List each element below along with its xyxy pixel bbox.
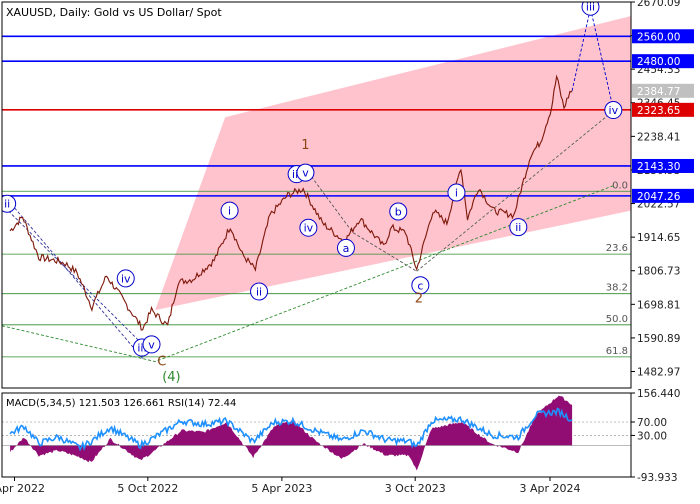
wave-circle: [296, 163, 315, 182]
wave-label: v: [302, 167, 309, 180]
main-panel-frame: [1, 1, 632, 389]
wave-line: [305, 168, 417, 272]
wave-marker: c: [411, 276, 430, 295]
price-channel: [155, 16, 631, 311]
y-tick-label: 2670.09: [637, 0, 680, 9]
x-tick-label: 7 Apr 2022: [0, 482, 45, 495]
wave-label: v: [148, 338, 155, 351]
wave-circle: [389, 202, 408, 221]
macd-histogram: [10, 395, 573, 471]
level-tag: [632, 54, 694, 69]
wave-marker: iv: [116, 269, 135, 288]
wave-marker: iv: [299, 218, 318, 237]
wave-label: b: [395, 206, 402, 219]
wave-label: ii: [256, 286, 262, 299]
wave-circle: [604, 101, 623, 120]
wave-marker: v: [142, 335, 161, 354]
level-tag: [632, 188, 694, 203]
fib-label: 0.0: [612, 180, 628, 191]
wave-marker: i: [447, 183, 466, 202]
wave-marker: v: [296, 163, 315, 182]
wave-label: ii: [515, 221, 521, 234]
wave-marker: ii: [250, 282, 269, 301]
level-tag: [632, 158, 694, 173]
level-tag: [632, 102, 694, 117]
x-tick-label: 5 Apr 2023: [251, 482, 312, 495]
wave-circle: [509, 218, 528, 237]
indicator-tick-label: 70.00: [637, 417, 667, 429]
wave-label: a: [343, 242, 350, 255]
y-tick-label: 1914.65: [637, 232, 680, 244]
wave-label: i: [455, 187, 458, 200]
wave-label: 2: [415, 291, 423, 306]
wave-label: i: [228, 205, 231, 218]
x-tick-label: 5 Oct 2022: [117, 482, 178, 495]
fib-trend-line: [2, 185, 614, 363]
wave-circle: [447, 183, 466, 202]
wave-marker: b: [389, 202, 408, 221]
price-wick-line: [9, 75, 573, 331]
x-tick-label: 3 Apr 2024: [519, 482, 580, 495]
wave-label: iii: [586, 1, 595, 14]
fib-label: 23.6: [606, 243, 628, 254]
wave-label: iii: [137, 342, 146, 355]
wave-label: iii: [292, 168, 301, 181]
indicator-tick-label: -93.933: [637, 472, 678, 484]
wave-label: c: [417, 279, 423, 292]
wave-label: C: [157, 355, 166, 370]
wave-circle: [116, 269, 135, 288]
fib-label: 38.2: [606, 283, 628, 294]
level-label: 2143.30: [637, 161, 680, 173]
indicator-tick-label: 30.00: [637, 430, 667, 442]
fib-label: 50.0: [606, 314, 628, 325]
y-tick-label: 1590.89: [637, 333, 680, 345]
wave-circle: [142, 335, 161, 354]
current-price-tag: [632, 83, 694, 98]
indicator-title: MACD(5,34,5) 121.503 126.661 RSI(14) 72.…: [6, 398, 236, 409]
y-tick-label: 1698.81: [637, 299, 680, 311]
wave-label: iv: [609, 104, 619, 117]
fib-label: 61.8: [606, 346, 628, 357]
wave-marker: ii: [2, 194, 17, 213]
indicator-tick-label: 156.440: [637, 388, 680, 400]
y-tick-label: 2238.41: [637, 131, 680, 143]
chart-title: XAUUSD, Daily: Gold vs US Dollar/ Spot: [6, 6, 222, 19]
level-label: 2323.65: [637, 105, 680, 117]
wave-circle: [581, 2, 600, 16]
wave-marker: iv: [604, 101, 623, 120]
x-tick-label: 3 Oct 2023: [385, 482, 446, 495]
wave-label: ii: [4, 198, 10, 211]
guide-line: [4, 196, 144, 359]
wave-label: 1: [301, 138, 309, 153]
wave-circle: [220, 201, 239, 220]
wave-marker: i: [220, 201, 239, 220]
wave-label: iv: [304, 222, 314, 235]
wave-label: (4): [162, 370, 180, 385]
rsi-line: [9, 407, 573, 452]
wave-circle: [250, 282, 269, 301]
wave-circle: [299, 218, 318, 237]
y-tick-label: 1482.97: [637, 367, 680, 379]
wave-circle: [411, 276, 430, 295]
wave-marker: a: [336, 238, 355, 257]
wave-circle: [2, 194, 17, 213]
level-label: 2560.00: [637, 31, 680, 43]
wave-marker: ii: [509, 218, 528, 237]
y-tick-label: 1806.73: [637, 266, 680, 278]
wave-marker: iii: [581, 1, 600, 16]
wave-circle: [336, 238, 355, 257]
current-price-label: 2384.77: [637, 86, 680, 98]
level-label: 2480.00: [637, 56, 680, 68]
trend-line: [416, 110, 614, 272]
level-label: 2047.26: [637, 191, 681, 203]
level-tag: [632, 29, 694, 44]
wave-label: iv: [121, 272, 131, 285]
